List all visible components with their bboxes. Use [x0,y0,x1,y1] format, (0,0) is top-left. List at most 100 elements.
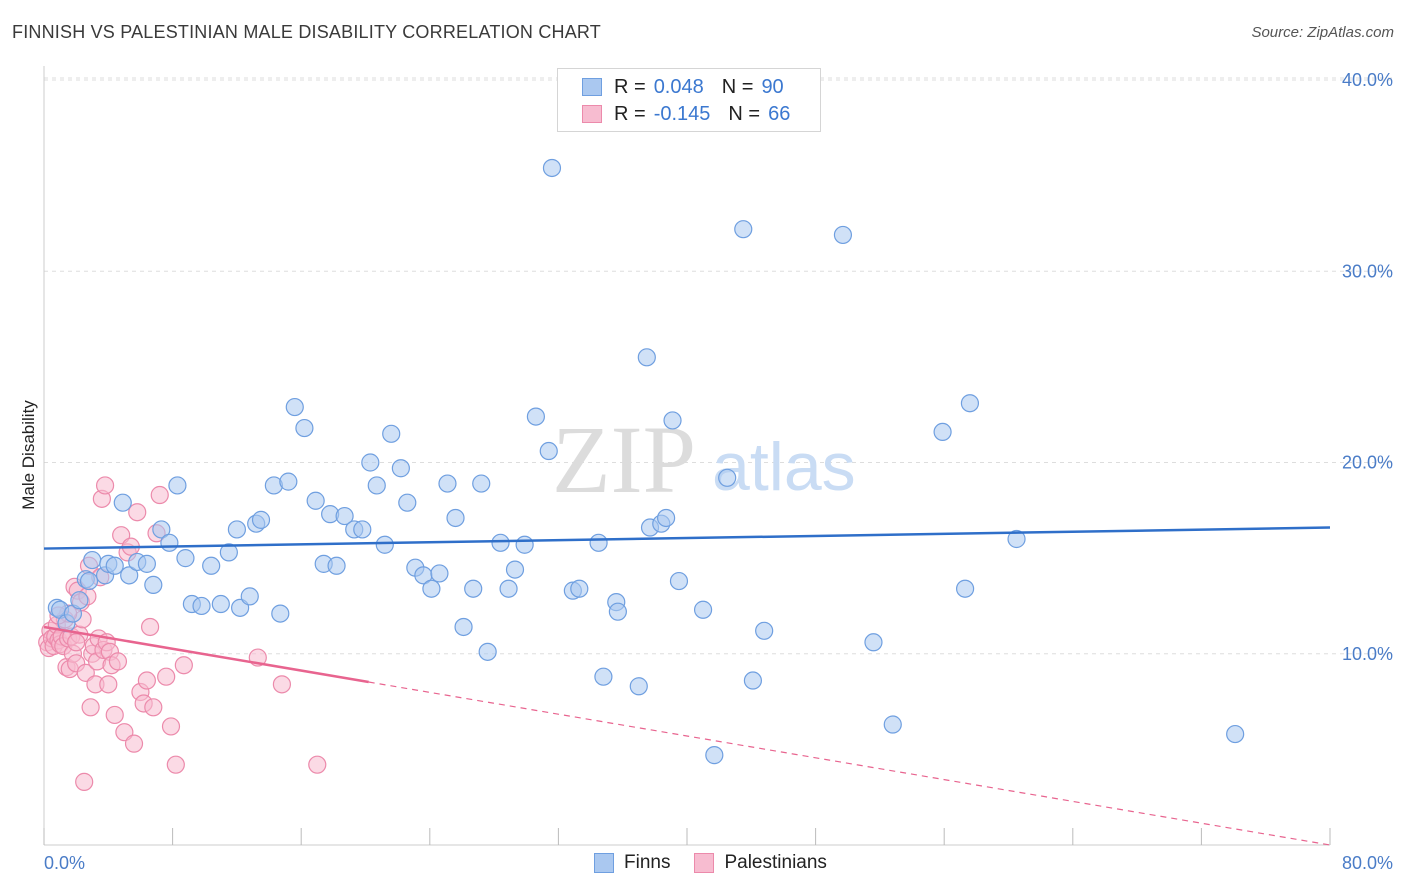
legend-n-value: 66 [768,102,791,125]
palestinians-point [166,755,185,774]
x-tick-label: 0.0% [44,853,85,873]
axes [43,66,1331,846]
finns-point [120,566,139,585]
legend-item-finns[interactable]: Finns [594,852,670,874]
legend-n-label: N = [721,75,754,98]
source-label: Source: ZipAtlas.com [1251,24,1394,41]
finns-point [608,602,627,621]
trend-lines [43,526,1331,846]
finns-point [594,667,613,686]
finns-point [240,587,259,606]
finns-point [864,633,883,652]
palestinians-point [308,755,327,774]
finns-point [542,158,562,178]
finns-point [499,579,518,598]
finns-point [505,560,525,579]
palestinians-point [140,617,160,637]
finns-point [933,422,952,441]
finns-point [70,591,89,610]
finns-point [478,642,497,661]
chart-title: FINNISH VS PALESTINIAN MALE DISABILITY C… [12,22,601,42]
finns-point [526,407,545,426]
palestinians-point [272,675,292,694]
finns-point [1007,529,1026,549]
legend-row-finns: R = 0.048 N = 90 [582,75,784,99]
finns-point [629,677,648,696]
y-tick-label: 10.0% [1342,644,1393,664]
finns-point [960,394,980,413]
finns-point [295,418,314,438]
finns-point [202,556,221,575]
finns-point [734,220,753,239]
correlation-legend: R = 0.048 N = 90 R = -0.145 N = 66 [557,68,821,132]
palestinians-point [124,734,144,753]
finns-point [657,508,676,528]
finns-point [637,348,656,367]
finns-point [152,520,171,539]
finns-point [361,453,380,472]
palestinians-point [75,772,94,791]
gridlines [44,77,1392,655]
palestinians-point [105,705,124,725]
legend-label-finns: Finns [624,852,671,873]
palestinians-point [95,476,115,495]
finns-point [271,604,290,623]
finns-point [306,491,325,510]
finns-point [79,571,99,591]
finns-point [382,424,401,443]
finns-point [755,621,774,640]
finns-point [718,468,737,487]
x-tick-label: 80.0% [1342,853,1393,873]
legend-n-value: 90 [761,75,784,98]
finns-point [279,472,298,491]
legend-label-palestinians: Palestinians [724,852,827,873]
watermark: ZIP atlas [552,406,856,513]
legend-r-label: R = [614,75,646,98]
finns-point [693,600,713,619]
finns-point [227,520,246,539]
palestinians-swatch [582,105,602,123]
finns-point [160,533,179,552]
palestinians-point [137,671,156,690]
y-tick-labels: 10.0% 20.0% 30.0% 40.0% [1342,70,1393,664]
finns-point [464,579,483,598]
finns-point [83,550,102,570]
legend-n-label: N = [728,102,761,125]
finns-point [883,715,902,734]
finns-point [570,579,589,598]
finns-point [327,556,346,575]
palestinians-swatch [694,853,715,873]
finns-point [144,575,163,595]
palestinians-point [174,656,193,675]
palestinians-trend-extension [368,681,1331,846]
finns-point [705,746,724,765]
finns-point [137,554,156,573]
legend-r-label: R = [614,102,646,125]
finns-point [454,617,473,637]
legend-item-palestinians[interactable]: Palestinians [694,852,827,874]
finns-point [663,411,682,430]
finns-point [285,397,304,417]
finns-point [515,535,534,554]
palestinians-point [81,698,100,717]
finns-point [398,493,417,512]
finns-swatch [582,78,602,96]
palestinians-point [108,652,128,671]
finns-point [353,520,372,539]
legend-row-palestinians: R = -0.145 N = 66 [582,102,790,126]
finns-point [430,564,449,583]
finns-point [367,476,386,495]
palestinians-point [157,667,176,686]
finns-point [539,441,558,461]
finns-point [391,459,410,478]
y-tick-label: 20.0% [1342,453,1393,473]
finns-trend-line [43,526,1331,550]
finns-point [472,474,491,493]
finns-point [1226,724,1245,744]
finns-swatch [594,853,614,873]
finns-point [955,579,975,598]
finns-point [219,543,238,562]
palestinians-point [150,485,169,505]
finns-point [105,556,124,575]
finns-point [422,579,441,598]
